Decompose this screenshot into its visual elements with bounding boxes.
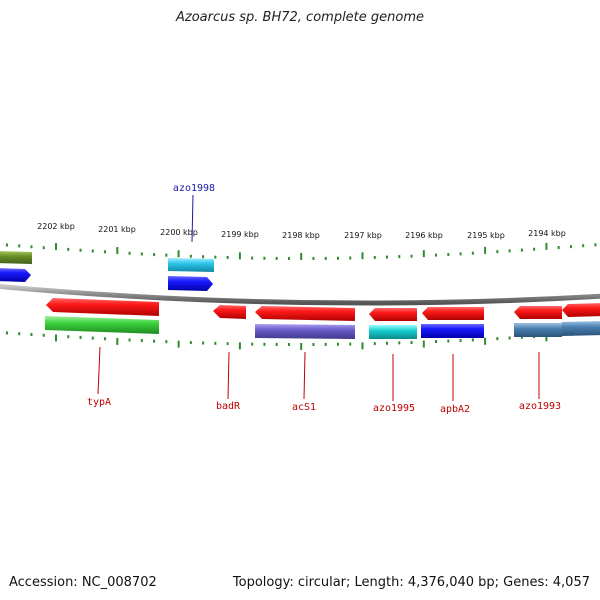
topology-text: Topology: circular; Length: 4,376,040 bp…: [232, 575, 590, 590]
scale-label: 2194 kbp: [528, 229, 566, 238]
gene-feature[interactable]: [213, 305, 246, 319]
gene-label-apbA2[interactable]: apbA2: [440, 404, 470, 415]
gene-feature[interactable]: [0, 251, 32, 264]
gene-feature[interactable]: [255, 306, 355, 321]
scale-label: 2201 kbp: [98, 225, 136, 234]
gene-feature[interactable]: [562, 303, 600, 317]
gene-label-azo1995[interactable]: azo1995: [373, 403, 415, 414]
gene-feature[interactable]: [422, 307, 484, 320]
gene-labels: azo1998 typA badR acS1 azo1995 apbA2 azo…: [87, 183, 561, 415]
scale-label: 2199 kbp: [221, 230, 259, 239]
scale-label: 2195 kbp: [467, 231, 505, 240]
scale-label: 2198 kbp: [282, 231, 320, 240]
scale-label: 2197 kbp: [344, 231, 382, 240]
scale-label: 2196 kbp: [405, 231, 443, 240]
accession-text: Accession: NC_008702: [9, 575, 157, 590]
gene-label-acS1[interactable]: acS1: [292, 402, 316, 413]
scale-ticks-outer: [5, 242, 597, 260]
reverse-strand-genes: [45, 298, 600, 339]
genome-backbone: [0, 283, 600, 306]
gene-feature[interactable]: [168, 258, 214, 272]
gene-feature[interactable]: [168, 276, 213, 291]
gene-feature[interactable]: [562, 321, 600, 336]
gene-feature[interactable]: [514, 306, 562, 319]
gene-label-typA[interactable]: typA: [87, 397, 111, 408]
scale-label: 2202 kbp: [37, 222, 75, 231]
gene-label-badR[interactable]: badR: [216, 401, 241, 412]
scale-label: 2200 kbp: [160, 228, 198, 237]
gene-feature[interactable]: [514, 323, 562, 337]
map-title: Azoarcus sp. BH72, complete genome: [175, 10, 425, 25]
scale-labels: 2202 kbp 2201 kbp 2200 kbp 2199 kbp 2198…: [37, 222, 566, 240]
gene-feature[interactable]: [46, 298, 159, 316]
label-leader-lines: [97, 194, 540, 401]
gene-feature[interactable]: [45, 316, 159, 334]
gene-label-azo1998[interactable]: azo1998: [173, 183, 215, 194]
gene-feature[interactable]: [0, 268, 31, 282]
forward-strand-genes: [0, 251, 214, 291]
gene-feature[interactable]: [421, 324, 484, 338]
gene-feature[interactable]: [369, 308, 417, 321]
gene-label-azo1993[interactable]: azo1993: [519, 401, 561, 412]
gene-feature[interactable]: [369, 325, 417, 339]
gene-feature[interactable]: [255, 324, 355, 339]
